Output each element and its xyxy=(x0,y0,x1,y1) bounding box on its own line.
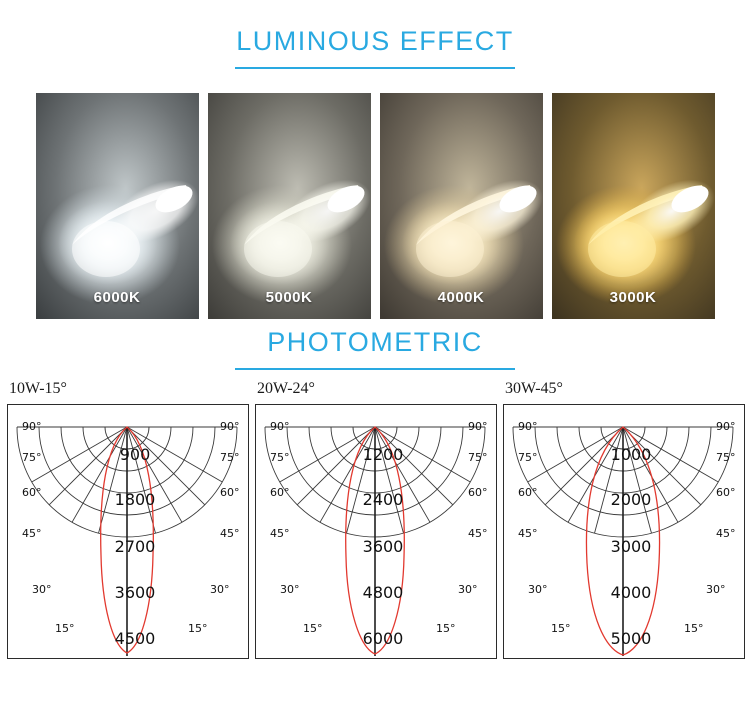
contour-label-4: 4000 xyxy=(611,583,652,602)
beam-curve-30w xyxy=(585,426,661,656)
angle-label-90-left: 90° xyxy=(22,420,42,433)
angle-label-30-left: 30° xyxy=(280,583,300,596)
contour-label-3: 2700 xyxy=(115,537,156,556)
angle-label-30-left: 30° xyxy=(528,583,548,596)
luminous-effect-section: LUMINOUS EFFECT xyxy=(0,0,750,319)
angle-label-15-right: 15° xyxy=(684,622,704,635)
angle-label-75-right: 75° xyxy=(220,451,240,464)
beam-image-4000k xyxy=(379,93,543,319)
contour-label-3: 3600 xyxy=(363,537,404,556)
angle-label-60-right: 60° xyxy=(716,486,736,499)
luminous-title-text: LUMINOUS EFFECT xyxy=(236,26,514,56)
cct-card-3000k: 3000K xyxy=(551,93,715,319)
angle-label-45-right: 45° xyxy=(220,527,240,540)
photometric-title-underline xyxy=(235,368,515,370)
angle-label-15-left: 15° xyxy=(303,622,323,635)
photometric-title-20w: 20W-24° xyxy=(257,380,315,397)
photometric-section: PHOTOMETRIC 10W-15° xyxy=(0,319,750,659)
angle-label-90-right: 90° xyxy=(220,420,240,433)
angle-label-75-left: 75° xyxy=(22,451,42,464)
contour-label-3: 3000 xyxy=(611,537,652,556)
photometric-block-30w: 30W-45° xyxy=(503,380,745,659)
angle-label-45-right: 45° xyxy=(716,527,736,540)
angle-label-60-right: 60° xyxy=(468,486,488,499)
luminous-title-underline xyxy=(235,67,515,69)
photometric-title-10w: 10W-15° xyxy=(9,380,67,397)
angle-label-75-right: 75° xyxy=(468,451,488,464)
luminous-section-title: LUMINOUS EFFECT xyxy=(0,0,750,69)
photometric-title-30w: 30W-45° xyxy=(505,380,563,397)
angle-label-75-left: 75° xyxy=(518,451,538,464)
photometric-title-text: PHOTOMETRIC xyxy=(267,327,483,357)
beam-image-3000k xyxy=(551,93,715,319)
angle-label-15-right: 15° xyxy=(436,622,456,635)
photometric-section-title: PHOTOMETRIC xyxy=(0,319,750,370)
photometric-block-10w: 10W-15° xyxy=(7,380,249,659)
angle-label-45-left: 45° xyxy=(518,527,538,540)
contour-label-1: 1200 xyxy=(363,445,404,464)
angle-label-90-left: 90° xyxy=(518,420,538,433)
polar-diagram-10w: 90° 90° 75° 75° 60° 60° 45° 45° 30° 30° … xyxy=(16,420,240,656)
contour-label-4: 4800 xyxy=(363,583,404,602)
angle-label-45-right: 45° xyxy=(468,527,488,540)
angle-label-60-left: 60° xyxy=(270,486,290,499)
angle-label-90-left: 90° xyxy=(270,420,290,433)
cct-card-5000k: 5000K xyxy=(207,93,371,319)
contour-label-5: 5000 xyxy=(611,629,652,648)
angle-label-90-right: 90° xyxy=(716,420,736,433)
cct-card-4000k: 4000K xyxy=(379,93,543,319)
contour-label-1: 1000 xyxy=(611,445,652,464)
photometric-chart-20w: 90° 90° 75° 75° 60° 60° 45° 45° 30° 30° … xyxy=(255,404,497,659)
polar-diagram-30w: 90° 90° 75° 75° 60° 60° 45° 45° 30° 30° … xyxy=(512,420,736,656)
beam-image-5000k xyxy=(207,93,371,319)
contour-label-5: 6000 xyxy=(363,629,404,648)
angle-label-15-left: 15° xyxy=(55,622,75,635)
cct-label-4000k: 4000K xyxy=(437,289,485,306)
contour-label-2: 1800 xyxy=(115,490,156,509)
cct-card-row: 6000K xyxy=(0,93,750,319)
angle-label-45-left: 45° xyxy=(22,527,42,540)
contour-label-2: 2000 xyxy=(611,490,652,509)
angle-label-60-left: 60° xyxy=(22,486,42,499)
angle-label-60-right: 60° xyxy=(220,486,240,499)
angle-label-90-right: 90° xyxy=(468,420,488,433)
cct-label-3000k: 3000K xyxy=(609,289,657,306)
angle-label-30-right: 30° xyxy=(210,583,230,596)
photometric-chart-30w: 90° 90° 75° 75° 60° 60° 45° 45° 30° 30° … xyxy=(503,404,745,659)
contour-label-1: 900 xyxy=(120,445,151,464)
angle-label-30-right: 30° xyxy=(458,583,478,596)
beam-curve-20w xyxy=(345,426,405,655)
photometric-block-20w: 20W-24° xyxy=(255,380,497,659)
contour-label-5: 4500 xyxy=(115,629,156,648)
cct-label-5000k: 5000K xyxy=(265,289,313,306)
beam-image-6000k xyxy=(35,93,199,319)
cct-label-6000k: 6000K xyxy=(93,289,141,306)
beam-curve-10w xyxy=(100,426,154,654)
cct-card-6000k: 6000K xyxy=(35,93,199,319)
angle-label-60-left: 60° xyxy=(518,486,538,499)
polar-diagram-20w: 90° 90° 75° 75° 60° 60° 45° 45° 30° 30° … xyxy=(264,420,488,656)
angle-label-45-left: 45° xyxy=(270,527,290,540)
angle-label-30-right: 30° xyxy=(706,583,726,596)
angle-label-15-left: 15° xyxy=(551,622,571,635)
angle-label-15-right: 15° xyxy=(188,622,208,635)
contour-label-4: 3600 xyxy=(115,583,156,602)
contour-label-2: 2400 xyxy=(363,490,404,509)
angle-label-75-left: 75° xyxy=(270,451,290,464)
photometric-chart-10w: 90° 90° 75° 75° 60° 60° 45° 45° 30° 30° … xyxy=(7,404,249,659)
angle-label-75-right: 75° xyxy=(716,451,736,464)
photometric-chart-row: 10W-15° xyxy=(0,380,750,659)
angle-label-30-left: 30° xyxy=(32,583,52,596)
